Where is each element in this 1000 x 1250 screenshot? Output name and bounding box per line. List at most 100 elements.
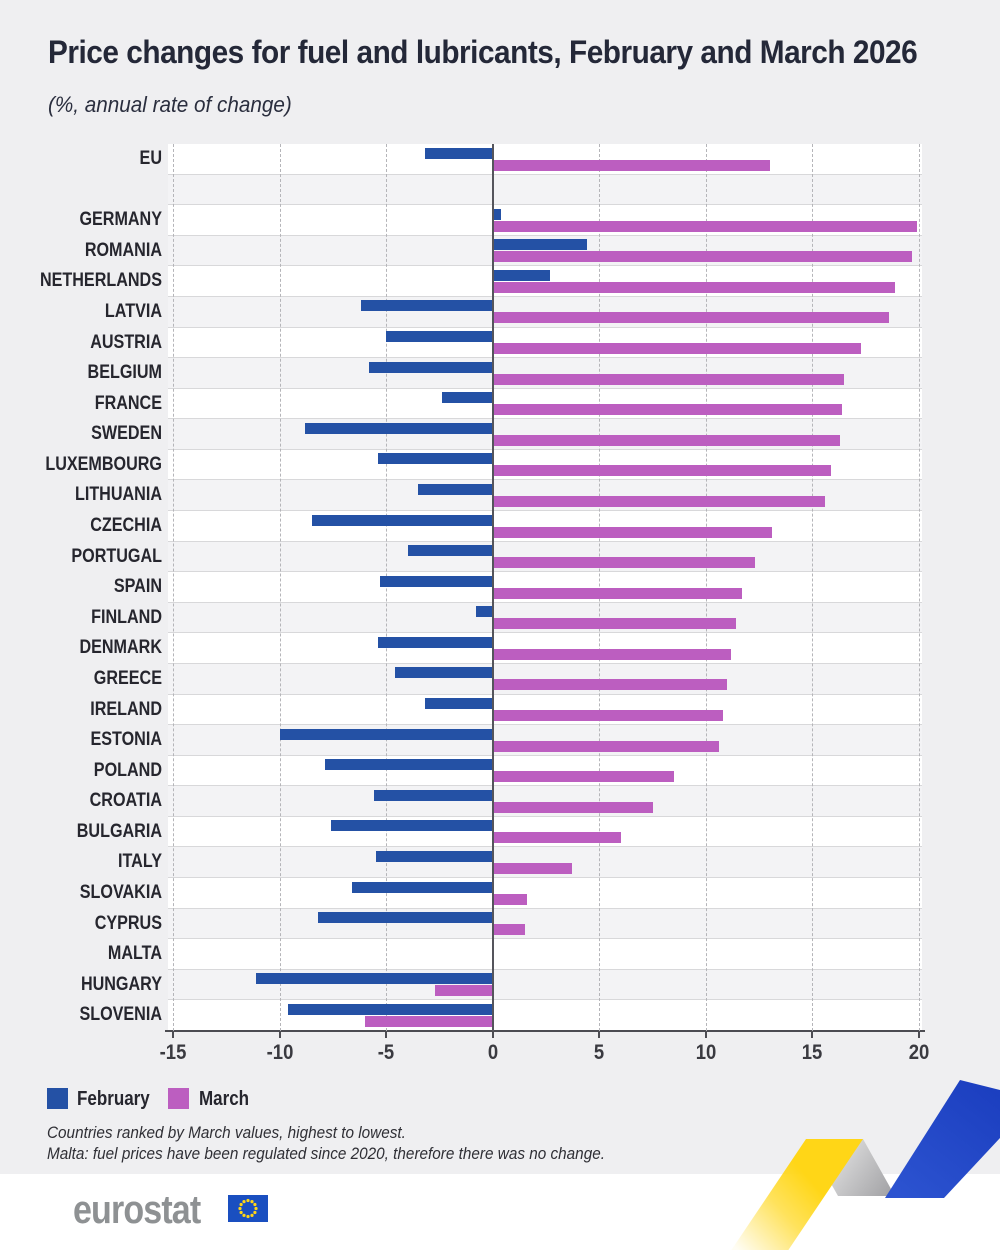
eurostat-logo-text: eurostat: [73, 1188, 201, 1232]
tick-label-15: 15: [802, 1041, 823, 1064]
row-stripe-malta: [168, 939, 922, 970]
row-label-italy: ITALY: [118, 851, 162, 873]
march-bar-czechia: [492, 526, 772, 538]
axis-tick-0: [491, 1032, 494, 1038]
march-bar-hungary: [435, 985, 493, 997]
tick-label-5: 5: [594, 1041, 605, 1064]
row-label-netherlands: NETHERLANDS: [39, 270, 162, 292]
row-label-greece: GREECE: [93, 667, 162, 689]
row-label-poland: POLAND: [93, 759, 162, 781]
row-label-ireland: IRELAND: [90, 698, 162, 720]
row-label-germany: GERMANY: [79, 209, 162, 231]
tick-label-20: 20: [908, 1041, 930, 1064]
gridline-20: [918, 144, 920, 1031]
march-bar-denmark: [492, 648, 732, 660]
february-bar-spain: [379, 575, 493, 587]
row-stripe-spacer: [168, 174, 922, 206]
gridline--5: [386, 144, 388, 1031]
march-bar-italy: [492, 862, 572, 874]
february-bar-france: [441, 392, 493, 404]
march-bar-romania: [492, 251, 913, 263]
march-bar-portugal: [492, 557, 755, 569]
row-label-lithuania: LITHUANIA: [74, 484, 162, 506]
february-bar-portugal: [407, 545, 493, 557]
row-label-austria: AUSTRIA: [90, 331, 162, 353]
february-bar-ireland: [424, 698, 493, 710]
x-axis-line: [165, 1030, 925, 1032]
ribbon-blue-segment: [885, 1080, 1000, 1198]
row-label-romania: ROMANIA: [84, 239, 162, 261]
february-bar-sweden: [305, 422, 493, 434]
february-bar-germany: [492, 208, 502, 220]
march-bar-spain: [492, 587, 743, 599]
march-bar-germany: [492, 220, 917, 232]
axis-tick-10: [704, 1032, 707, 1038]
row-label-bulgaria: BULGARIA: [76, 820, 162, 842]
axis-tick--15: [172, 1032, 175, 1038]
legend-label-february: February: [77, 1088, 150, 1110]
eurostat-logo: eurostat: [73, 1188, 268, 1232]
march-bar-lithuania: [492, 495, 826, 507]
axis-tick-5: [598, 1032, 601, 1038]
axis-tick-20: [917, 1032, 920, 1038]
row-label-hungary: HUNGARY: [80, 973, 162, 995]
february-bar-hungary: [256, 973, 493, 985]
row-stripe-slovakia: [168, 878, 922, 909]
row-label-eu: EU: [139, 148, 162, 169]
row-label-portugal: PORTUGAL: [71, 545, 162, 567]
row-label-slovakia: SLOVAKIA: [79, 882, 162, 904]
march-bar-sweden: [492, 434, 840, 446]
row-stripe-cyprus: [168, 908, 922, 940]
axis-tick--10: [278, 1032, 281, 1038]
gridline-15: [812, 144, 814, 1031]
gridline-10: [705, 144, 707, 1031]
march-bar-austria: [492, 343, 862, 355]
february-bar-poland: [324, 759, 493, 771]
plot-area: [168, 144, 922, 1031]
row-label-estonia: ESTONIA: [90, 729, 162, 751]
chart-title: Price changes for fuel and lubricants, F…: [48, 34, 918, 70]
march-bar-slovenia: [365, 1015, 493, 1027]
legend-swatch-february: [47, 1088, 68, 1109]
row-label-luxembourg: LUXEMBOURG: [45, 453, 162, 475]
row-label-croatia: CROATIA: [89, 790, 162, 812]
march-bar-cyprus: [492, 924, 525, 936]
gridline--10: [279, 144, 281, 1031]
february-bar-greece: [394, 667, 493, 679]
march-bar-finland: [492, 618, 736, 630]
row-stripe-eu: [168, 144, 922, 175]
february-bar-bulgaria: [330, 820, 493, 832]
row-label-finland: FINLAND: [91, 606, 162, 628]
axis-tick-15: [811, 1032, 814, 1038]
row-label-france: FRANCE: [94, 392, 162, 414]
legend-label-march: March: [199, 1088, 250, 1110]
footnote-malta: Malta: fuel prices have been regulated s…: [47, 1144, 605, 1163]
trend-ribbon-decoration: [700, 1060, 1000, 1250]
tick-label--15: -15: [159, 1041, 187, 1064]
march-bar-netherlands: [492, 281, 896, 293]
row-label-cyprus: CYPRUS: [94, 912, 162, 934]
march-bar-france: [492, 404, 843, 416]
march-bar-croatia: [492, 801, 653, 813]
february-bar-cyprus: [318, 912, 493, 924]
march-bar-slovakia: [492, 893, 527, 905]
row-label-belgium: BELGIUM: [87, 362, 162, 384]
february-bar-denmark: [377, 636, 493, 648]
chart-subtitle: (%, annual rate of change): [48, 92, 292, 117]
row-stripe-slovenia: [168, 1000, 922, 1031]
march-bar-luxembourg: [492, 465, 832, 477]
march-bar-estonia: [492, 740, 719, 752]
february-bar-eu: [424, 147, 493, 159]
tick-label-0: 0: [487, 1041, 498, 1064]
february-bar-netherlands: [492, 269, 551, 281]
footnotes: Countries ranked by March values, highes…: [47, 1122, 605, 1164]
march-bar-ireland: [492, 710, 723, 722]
gridline--15: [173, 144, 175, 1031]
march-bar-eu: [492, 159, 770, 171]
february-bar-romania: [492, 239, 587, 251]
march-bar-bulgaria: [492, 832, 621, 844]
row-label-sweden: SWEDEN: [91, 423, 162, 445]
row-stripe-czechia: [168, 511, 922, 542]
row-label-slovenia: SLOVENIA: [79, 1004, 162, 1026]
